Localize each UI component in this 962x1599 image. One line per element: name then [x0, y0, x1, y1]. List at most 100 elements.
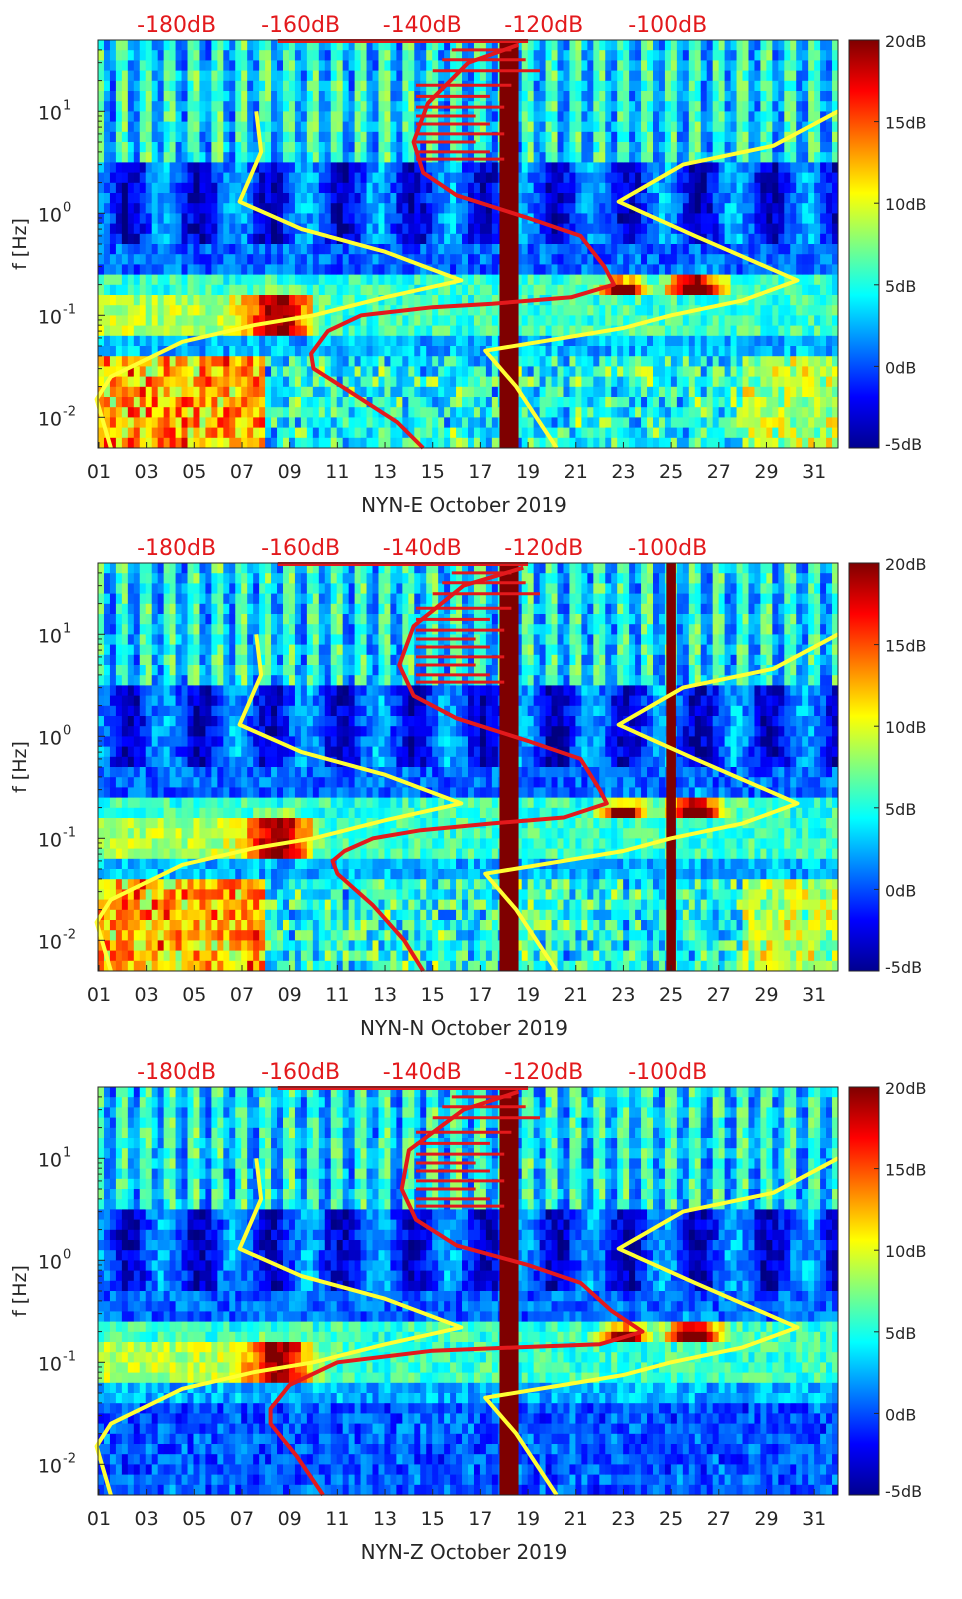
panel-1-heat-cell [593, 223, 600, 235]
panel-1-heat-cell [617, 162, 624, 173]
panel-1-heat-cell [342, 121, 350, 133]
panel-1-heat-cell [808, 437, 815, 449]
panel-1-heat-cell [247, 162, 254, 173]
panel-1-heat-cell [265, 325, 272, 337]
panel-1-heat-cell [277, 346, 284, 357]
panel-1-heat-cell [479, 427, 487, 439]
panel-1-heat-cell [694, 264, 702, 275]
panel-1-heat-cell [754, 335, 761, 347]
panel-1-heat-cell [420, 264, 427, 275]
panel-1-heat-cell [318, 437, 326, 449]
panel-1-heat-cell [193, 366, 200, 377]
panel-1-heat-cell [820, 417, 827, 428]
panel-1-heat-cell [199, 274, 206, 286]
panel-1-heat-cell [109, 254, 117, 265]
panel-1-heat-cell [766, 366, 773, 377]
panel-1-heat-cell [647, 70, 654, 82]
panel-1-heat-cell [265, 233, 272, 245]
panel-1-heat-cell [712, 407, 720, 418]
panel-1-heat-cell [670, 40, 678, 51]
panel-1-heat-cell [384, 131, 391, 143]
panel-1-heat-cell [444, 223, 451, 235]
panel-1-heat-cell [569, 427, 576, 439]
panel-1-heat-cell [736, 346, 743, 357]
panel-1-heat-cell [462, 437, 469, 449]
panel-1-heat-cell [814, 254, 821, 265]
panel-1-heat-cell [491, 193, 499, 204]
panel-1-heat-cell [742, 325, 749, 337]
panel-1-heat-cell [450, 60, 457, 71]
panel-1-heat-cell [730, 407, 737, 418]
panel-1-heat-cell [438, 264, 445, 275]
panel-1-heat-cell [599, 346, 606, 357]
panel-1-heat-cell [145, 172, 153, 184]
panel-1-heat-cell [754, 417, 761, 428]
panel-1-heat-cell [241, 284, 248, 296]
panel-1-heat-cell [396, 121, 403, 133]
panel-1-heat-cell [629, 50, 636, 61]
panel-1-heat-cell [617, 70, 624, 82]
panel-1-heat-cell [348, 80, 356, 92]
panel-1-heat-cell [736, 193, 743, 204]
panel-1-heat-cell [653, 274, 660, 286]
panel-1-heat-cell [408, 193, 415, 204]
panel-1-heat-cell [259, 335, 266, 347]
panel-1-heat-cell [742, 193, 749, 204]
panel-1-heat-cell [533, 233, 541, 245]
panel-1-heat-cell [682, 70, 690, 82]
panel-1-heat-cell [163, 315, 171, 326]
panel-1-heat-cell [163, 254, 171, 265]
panel-1-heat-cell [664, 295, 672, 306]
panel-1-heat-cell [826, 193, 833, 204]
panel-1-heat-cell [450, 233, 457, 245]
panel-1-heat-cell [796, 111, 803, 122]
panel-1-heat-cell [187, 254, 194, 265]
panel-1-heat-cell [420, 295, 427, 306]
panel-1-heat-cell [623, 407, 630, 418]
panel-1-heat-cell [294, 60, 302, 71]
panel-1-heat-cell [539, 386, 546, 398]
panel-1-heat-cell [330, 101, 338, 112]
panel-1-heat-cell [527, 284, 535, 296]
panel-1-heat-cell [133, 60, 141, 71]
panel-1-heat-cell [294, 121, 302, 133]
panel-1-heat-cell [551, 162, 558, 173]
panel-1-heat-cell [247, 223, 254, 235]
panel-1-heat-cell [253, 325, 260, 337]
panel-1-heat-cell [473, 60, 481, 71]
panel-1-heat-cell [402, 111, 409, 122]
panel-1-heat-cell [444, 40, 451, 51]
panel-1-heat-cell [354, 366, 361, 377]
panel-1-heat-cell [772, 40, 779, 51]
panel-1-heat-cell [468, 50, 475, 61]
panel-1-heat-cell [378, 335, 385, 347]
panel-1-heat-cell [772, 346, 779, 357]
panel-1-heat-cell [814, 437, 821, 449]
panel-1-heat-cell [832, 295, 839, 306]
panel-1-heat-cell [354, 182, 361, 194]
panel-1-heat-cell [277, 376, 284, 388]
panel-1-heat-cell [736, 427, 743, 439]
panel-1-heat-cell [294, 111, 302, 122]
panel-1-heat-cell [103, 407, 111, 418]
panel-1-heat-cell [647, 335, 654, 347]
panel-1-heat-cell [396, 172, 403, 184]
panel-1-heat-cell [742, 60, 749, 71]
panel-1-heat-cell [527, 182, 535, 194]
panel-1-heat-cell [157, 182, 165, 194]
panel-1-heat-cell [157, 325, 165, 337]
panel-1-heat-cell [402, 437, 409, 449]
panel-1-heat-cell [754, 427, 761, 439]
panel-1-heat-cell [288, 70, 296, 82]
panel-1-heat-cell [700, 111, 708, 122]
panel-1-heat-cell [820, 101, 827, 112]
panel-1-heat-cell [760, 40, 767, 51]
panel-1-heat-cell [265, 295, 272, 306]
panel-1-heat-cell [682, 264, 690, 275]
panel-1-heat-cell [694, 346, 702, 357]
panel-1-heat-cell [706, 284, 714, 296]
panel-1-heat-cell [462, 386, 469, 398]
panel-1-heat-cell [300, 315, 308, 326]
panel-1-heat-cell [127, 346, 135, 357]
panel-1-heat-cell [832, 60, 839, 71]
